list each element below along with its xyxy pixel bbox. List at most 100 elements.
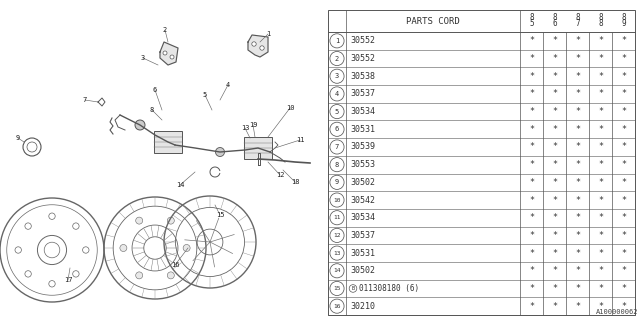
Text: 4: 4 [335, 91, 339, 97]
Text: *: * [575, 178, 580, 187]
Text: 30539: 30539 [350, 142, 375, 151]
Text: *: * [621, 249, 626, 258]
Circle shape [135, 120, 145, 130]
Text: 6: 6 [153, 87, 157, 93]
Circle shape [183, 244, 190, 252]
Text: *: * [598, 284, 603, 293]
Text: *: * [575, 196, 580, 204]
Text: *: * [575, 142, 580, 151]
Text: 8: 8 [335, 162, 339, 168]
Text: *: * [598, 266, 603, 275]
Circle shape [167, 272, 174, 279]
Text: *: * [598, 54, 603, 63]
FancyBboxPatch shape [244, 137, 272, 159]
Text: *: * [552, 266, 557, 275]
Text: *: * [552, 72, 557, 81]
Text: 16: 16 [333, 304, 340, 309]
Text: 3: 3 [141, 55, 145, 61]
Text: *: * [529, 107, 534, 116]
Text: 9: 9 [621, 20, 626, 28]
Text: 13: 13 [333, 251, 340, 256]
Text: 19: 19 [249, 122, 257, 128]
Text: *: * [621, 89, 626, 99]
Text: 30502: 30502 [350, 266, 375, 275]
Text: *: * [598, 196, 603, 204]
Text: *: * [598, 178, 603, 187]
Text: *: * [529, 284, 534, 293]
Circle shape [49, 213, 55, 220]
Circle shape [83, 247, 89, 253]
Text: *: * [552, 107, 557, 116]
Text: *: * [552, 54, 557, 63]
Polygon shape [160, 42, 178, 65]
Text: *: * [621, 107, 626, 116]
Text: PARTS CORD: PARTS CORD [406, 17, 460, 26]
Text: 2: 2 [163, 27, 167, 33]
Text: 8: 8 [529, 13, 534, 22]
Text: 1: 1 [266, 31, 270, 37]
Text: 9: 9 [335, 179, 339, 185]
Text: *: * [529, 54, 534, 63]
Text: 8: 8 [598, 20, 603, 28]
Circle shape [120, 244, 127, 252]
Text: *: * [598, 142, 603, 151]
Text: 18: 18 [291, 179, 300, 185]
Text: *: * [598, 213, 603, 222]
Text: *: * [598, 107, 603, 116]
Text: *: * [552, 142, 557, 151]
Text: *: * [621, 196, 626, 204]
Text: 8: 8 [575, 13, 580, 22]
Text: *: * [621, 142, 626, 151]
Text: 8: 8 [598, 13, 603, 22]
Text: *: * [575, 231, 580, 240]
Text: 8: 8 [552, 13, 557, 22]
Text: 5: 5 [203, 92, 207, 98]
Text: *: * [598, 72, 603, 81]
Circle shape [49, 281, 55, 287]
Text: *: * [598, 36, 603, 45]
Text: *: * [575, 266, 580, 275]
Text: *: * [598, 302, 603, 311]
Text: 15: 15 [216, 212, 224, 218]
Text: *: * [529, 196, 534, 204]
Circle shape [252, 42, 256, 46]
Text: *: * [621, 302, 626, 311]
Text: *: * [552, 284, 557, 293]
Text: 16: 16 [171, 262, 179, 268]
Circle shape [136, 272, 143, 279]
Text: *: * [598, 249, 603, 258]
Text: *: * [529, 72, 534, 81]
Circle shape [163, 51, 167, 55]
Text: 12: 12 [333, 233, 340, 238]
Text: *: * [529, 89, 534, 99]
Text: *: * [552, 231, 557, 240]
Text: 7: 7 [575, 20, 580, 28]
Text: *: * [621, 125, 626, 134]
Text: B: B [351, 286, 355, 291]
Text: 30534: 30534 [350, 213, 375, 222]
Text: 13: 13 [241, 125, 249, 131]
Text: 30537: 30537 [350, 89, 375, 99]
Text: 12: 12 [276, 172, 284, 178]
Text: *: * [529, 213, 534, 222]
Text: *: * [529, 178, 534, 187]
Text: 2: 2 [335, 56, 339, 61]
Text: *: * [575, 89, 580, 99]
Circle shape [73, 271, 79, 277]
Circle shape [25, 223, 31, 229]
Text: 10: 10 [285, 105, 294, 111]
Text: 30538: 30538 [350, 72, 375, 81]
Text: *: * [575, 72, 580, 81]
Text: 011308180 (6): 011308180 (6) [359, 284, 419, 293]
Text: *: * [598, 160, 603, 169]
Text: *: * [552, 178, 557, 187]
Text: *: * [529, 266, 534, 275]
Text: 30502: 30502 [350, 178, 375, 187]
Text: *: * [621, 54, 626, 63]
Text: *: * [575, 302, 580, 311]
Text: 8: 8 [150, 107, 154, 113]
Text: 6: 6 [335, 126, 339, 132]
Text: 7: 7 [335, 144, 339, 150]
Text: 15: 15 [333, 286, 340, 291]
Text: *: * [529, 249, 534, 258]
